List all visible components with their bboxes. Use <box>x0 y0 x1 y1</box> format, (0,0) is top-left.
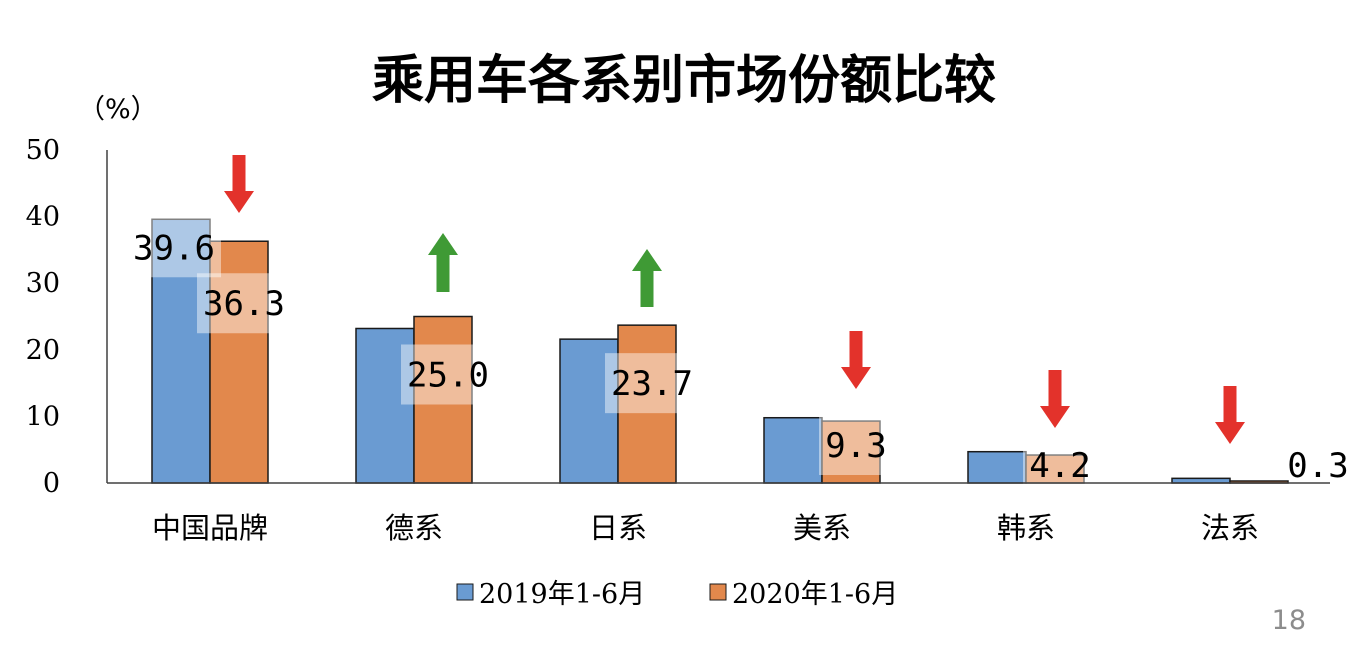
legend: 2019年1-6月 2020年1-6月 <box>456 579 898 610</box>
bar-2019 <box>559 338 619 484</box>
legend-swatch <box>709 583 727 601</box>
data-label: 25.0 <box>407 356 489 396</box>
x-category-label: 德系 <box>385 511 443 545</box>
y-axis-unit-label: （%） <box>78 94 158 125</box>
arrow-up-icon <box>632 249 662 307</box>
y-tick-label: 30 <box>26 268 60 299</box>
bar-2019 <box>151 218 211 484</box>
y-tick-label: 20 <box>26 335 60 366</box>
bar-2019 <box>967 450 1027 484</box>
arrow-down-icon <box>841 331 871 389</box>
data-label-box <box>819 415 893 475</box>
x-category-label: 法系 <box>1201 511 1259 545</box>
bar-2020 <box>1025 454 1085 484</box>
legend-label: 2020年1-6月 <box>732 579 898 610</box>
bar-2020 <box>209 240 269 484</box>
data-label: 4.2 <box>1029 446 1090 486</box>
y-tick-label: 40 <box>26 202 60 233</box>
x-category-label: 美系 <box>793 511 851 545</box>
legend-label: 2019年1-6月 <box>479 579 645 610</box>
bar-2020 <box>413 315 473 484</box>
bar-2020 <box>821 420 881 484</box>
bars-layer <box>151 218 1289 484</box>
data-label: 39.6 <box>133 228 215 268</box>
legend-swatch <box>456 583 474 601</box>
y-tick-label: 0 <box>43 468 60 499</box>
x-category-label: 韩系 <box>997 511 1055 545</box>
data-label-box <box>197 273 291 334</box>
data-label: 36.3 <box>203 284 285 324</box>
arrow-down-icon <box>1040 370 1070 428</box>
trend-arrows-layer <box>224 155 1245 444</box>
x-category-label: 日系 <box>589 511 647 545</box>
bar-2020 <box>617 324 677 484</box>
data-label-box <box>1023 435 1097 495</box>
bar-2019 <box>763 416 823 484</box>
data-labels-layer: 39.6 36.3 25.0 23.7 9.3 4.2 0.3 <box>127 217 1349 495</box>
axes-layer: 0 10 20 30 40 50 中国品牌 德系 日系 美系 韩系 法系 <box>26 135 1330 545</box>
y-tick-label: 50 <box>26 135 60 166</box>
data-label-box <box>605 353 699 414</box>
data-label: 0.3 <box>1287 446 1348 486</box>
y-tick-label: 10 <box>26 401 60 432</box>
arrow-up-icon <box>428 233 458 292</box>
data-label-box <box>127 217 221 278</box>
chart-title: 乘用车各系别市场份额比较 <box>372 51 996 111</box>
arrow-down-icon <box>224 155 254 213</box>
data-label-box <box>401 344 495 405</box>
bar-2019 <box>355 327 415 484</box>
arrow-down-icon <box>1215 386 1245 444</box>
x-category-label: 中国品牌 <box>152 511 268 545</box>
data-label: 9.3 <box>825 426 886 466</box>
page-number: 18 <box>1272 605 1306 636</box>
data-label: 23.7 <box>611 364 693 404</box>
